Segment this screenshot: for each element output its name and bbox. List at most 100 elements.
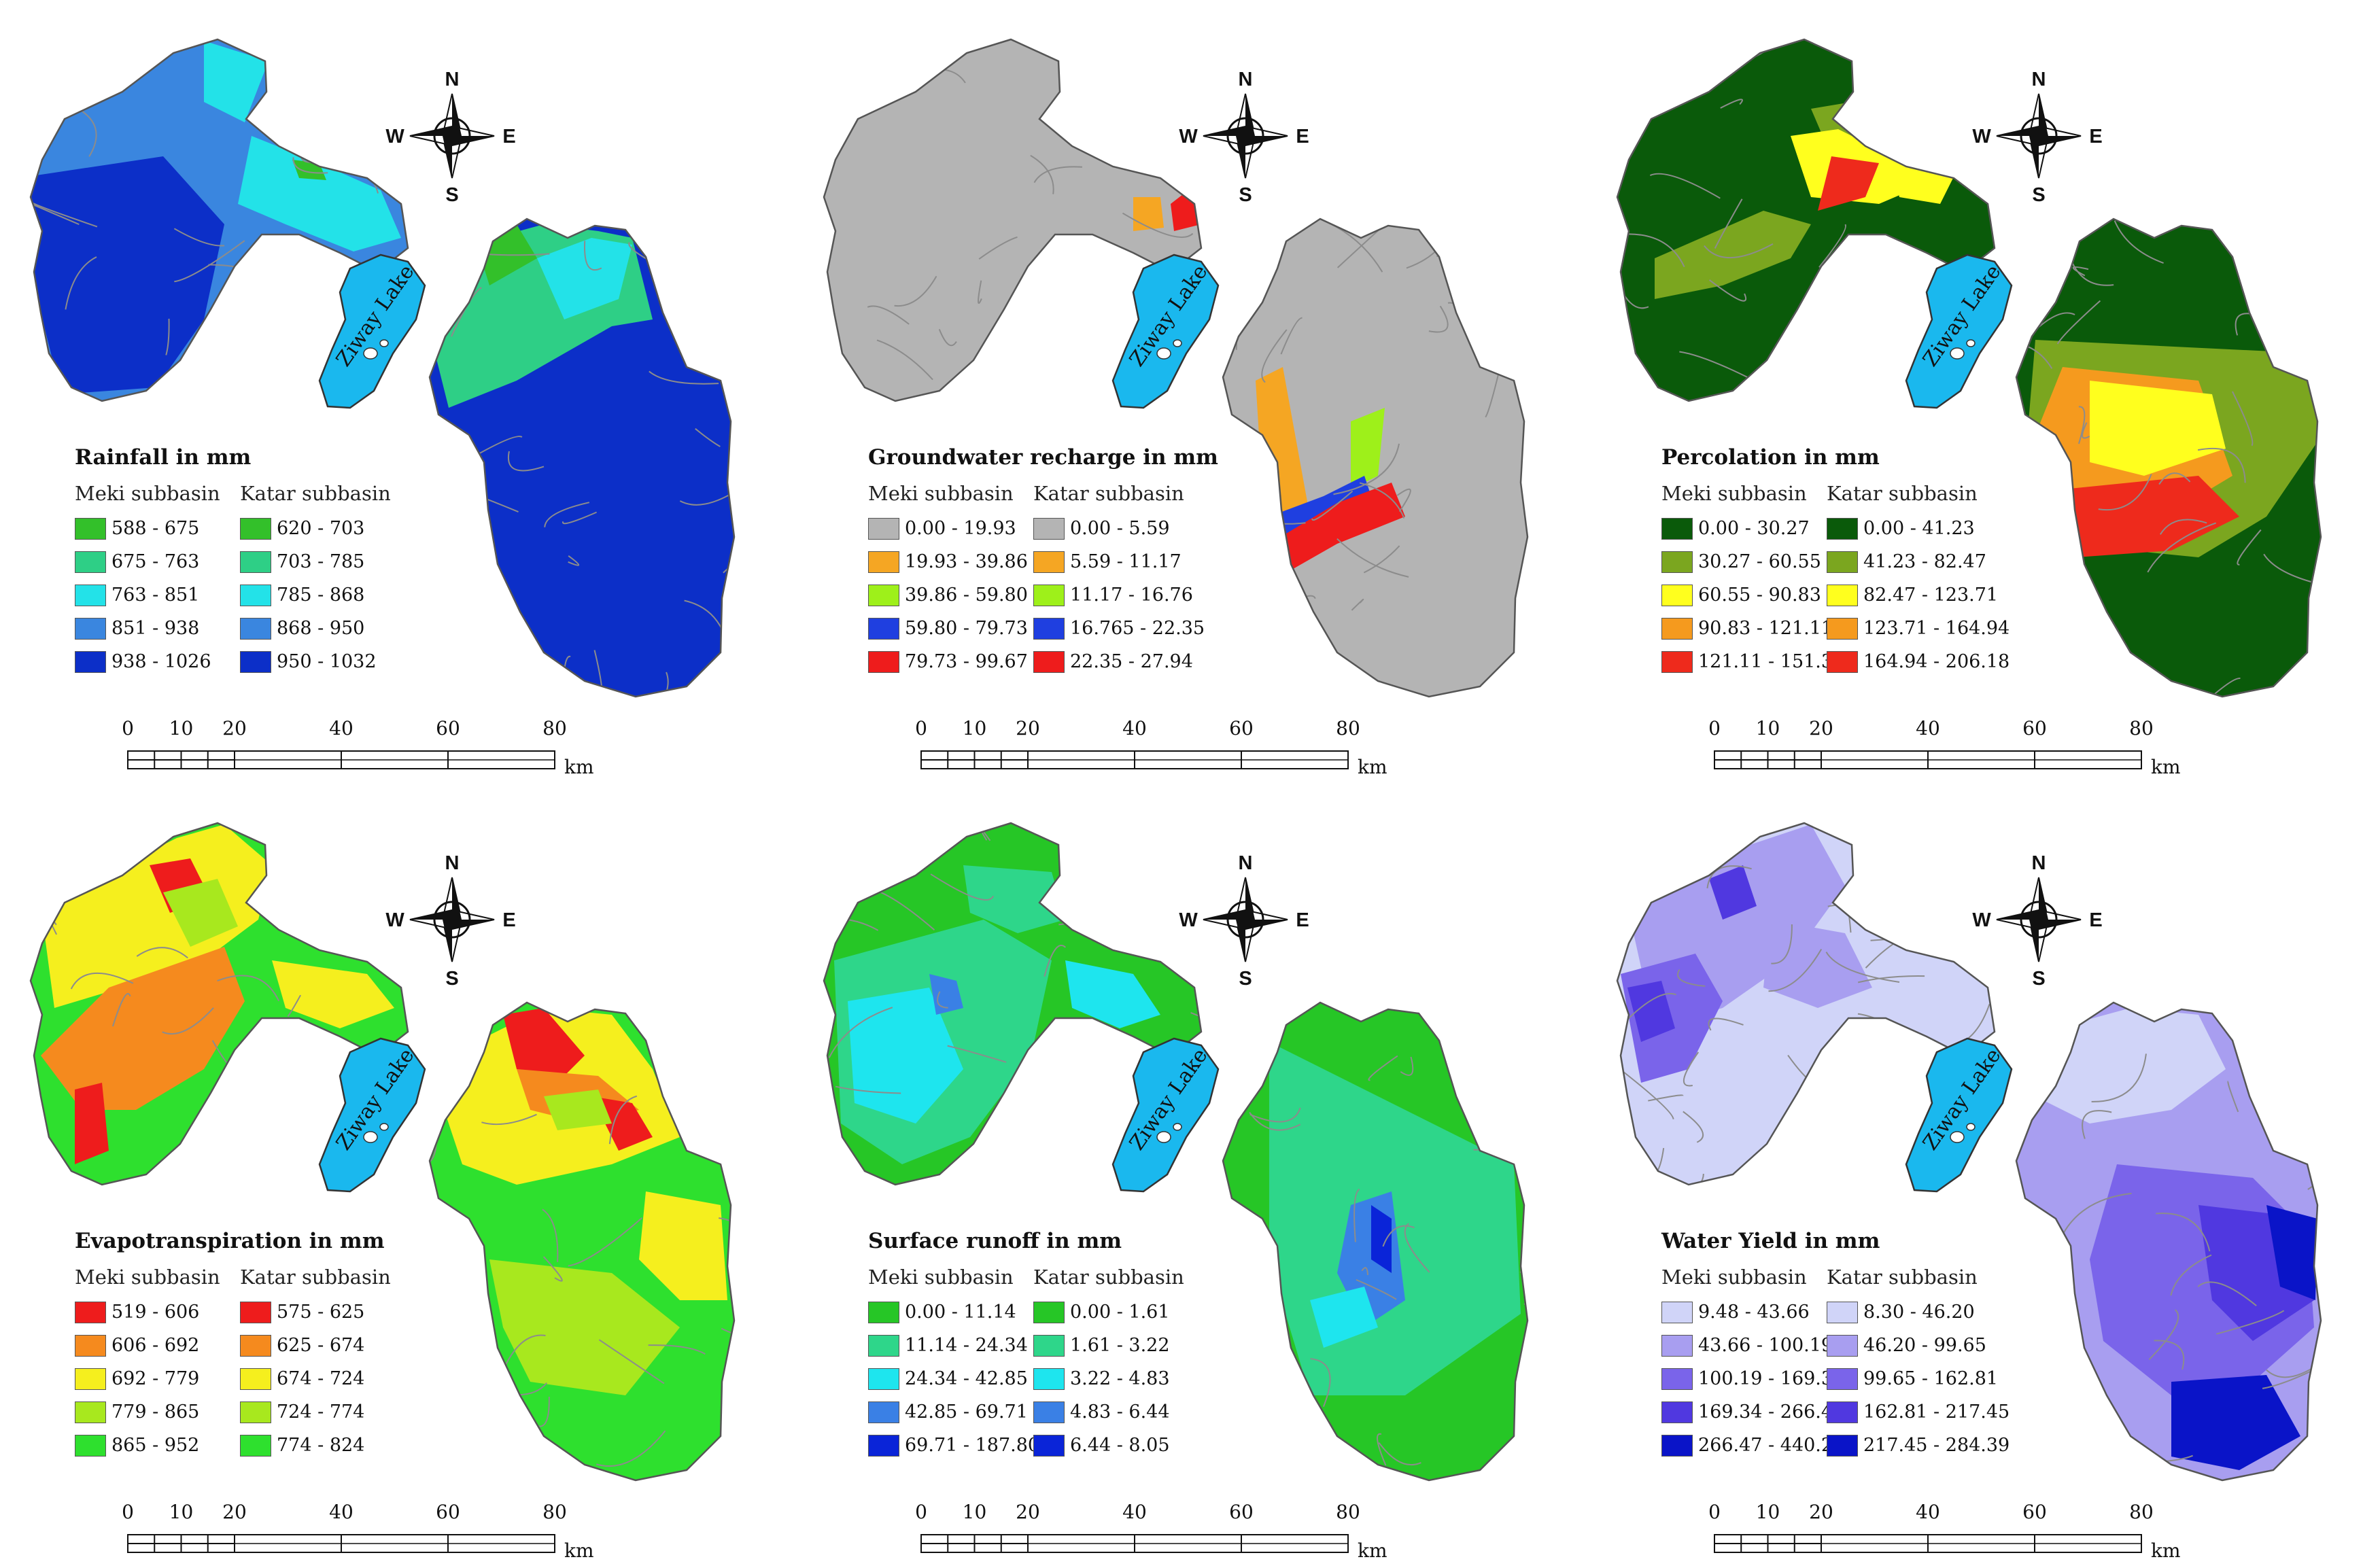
meki-subbasin-map [31, 823, 408, 1185]
map-panel-svg: Ziway Lake N S E W [823, 822, 1529, 1553]
legend-swatch [868, 1334, 899, 1357]
compass-north-label: N [445, 852, 460, 874]
legend-label: 11.17 - 16.76 [1070, 585, 1193, 606]
north-arrow-compass-icon: N S E W [1972, 69, 2102, 206]
compass-south-label: S [1239, 968, 1252, 990]
legend-item: 724 - 774 [240, 1395, 393, 1429]
legend-item: 162.81 - 217.45 [1827, 1395, 2010, 1429]
legend-swatch [1827, 551, 1858, 573]
legend-swatch [1661, 650, 1693, 673]
scale-tick-label: 80 [542, 717, 567, 739]
legend: Percolation in mm Meki subbasin 0.00 - 30.… [1661, 445, 2042, 678]
legend-item: 90.83 - 121.11 [1661, 612, 1833, 645]
scale-tick-label: 10 [962, 717, 987, 739]
compass-east-label: E [2089, 126, 2102, 147]
legend-label: 24.34 - 42.85 [905, 1368, 1028, 1389]
legend-label: 4.83 - 6.44 [1070, 1401, 1170, 1423]
scale-bar-ticks: 0 10 20 40 60 80 [1640, 1501, 2156, 1528]
compass-south-label: S [445, 184, 458, 206]
legend-label: 5.59 - 11.17 [1070, 551, 1182, 572]
scale-unit-label: km [2151, 1539, 2181, 1562]
scale-bar-ticks: 0 10 20 40 60 80 [53, 1501, 570, 1528]
legend-item: 5.59 - 11.17 [1033, 545, 1186, 578]
subbasin-zone [2266, 1205, 2317, 1300]
scale-tick-label: 40 [1916, 1501, 1940, 1523]
legend-item: 42.85 - 69.71 [868, 1395, 1028, 1429]
legend-title: Surface runoff in mm [868, 1229, 1122, 1253]
legend-item: 779 - 865 [75, 1395, 228, 1429]
legend-swatch [1827, 1434, 1858, 1457]
legend-item: 0.00 - 30.27 [1661, 512, 1814, 545]
legend-item: 774 - 824 [240, 1429, 393, 1462]
legend-label: 675 - 763 [111, 551, 200, 572]
scale-tick-label: 80 [1336, 1501, 1360, 1523]
compass-east-label: E [1296, 909, 1309, 931]
legend-column-meki: Meki subbasin 0.00 - 19.93 19.93 - 39.86 39… [868, 482, 1028, 678]
legend-item: 60.55 - 90.83 [1661, 578, 1821, 612]
scale-tick-label: 80 [542, 1501, 567, 1523]
legend-swatch [240, 1367, 271, 1390]
legend-item: 30.27 - 60.55 [1661, 545, 1821, 578]
scale-tick-label: 20 [222, 1501, 247, 1523]
legend-item: 11.14 - 24.34 [868, 1329, 1028, 1362]
map-panel: Ziway Lake N S E W Groundwater recharge in mm… [793, 0, 1587, 784]
legend-column-header: Katar subbasin [240, 1266, 391, 1289]
legend-label: 43.66 - 100.19 [1698, 1335, 1833, 1356]
legend-item: 164.94 - 206.18 [1827, 645, 2010, 678]
legend-column-header: Katar subbasin [1033, 482, 1184, 505]
scale-tick-label: 0 [122, 717, 134, 739]
subbasin-zone [2171, 1375, 2300, 1470]
legend: Groundwater recharge in mm Meki subbasin 0… [868, 445, 1249, 678]
compass-west-label: W [1972, 126, 1991, 147]
subbasin-zone [503, 1008, 585, 1083]
scale-tick-label: 40 [1916, 717, 1940, 739]
subbasin-zone [1371, 1205, 1392, 1273]
scale-tick-label: 20 [1809, 1501, 1833, 1523]
scale-bar [1714, 1534, 2142, 1553]
subbasin-zone [1818, 156, 1879, 211]
ziway-lake: Ziway Lake [318, 1037, 426, 1193]
legend-swatch [1661, 617, 1693, 640]
legend-swatch [1827, 517, 1858, 540]
legend-item: 4.83 - 6.44 [1033, 1395, 1186, 1429]
legend-title: Percolation in mm [1661, 445, 1880, 470]
legend-item: 950 - 1032 [240, 645, 393, 678]
legend-column-header: Meki subbasin [1661, 482, 1807, 505]
legend-item: 82.47 - 123.71 [1827, 578, 1998, 612]
subbasin-zone [1709, 865, 1757, 920]
compass-north-label: N [1239, 69, 1253, 90]
meki-subbasin-map [1617, 823, 1995, 1185]
scale-tick-label: 80 [2129, 717, 2154, 739]
legend-label: 59.80 - 79.73 [905, 618, 1028, 639]
legend-label: 865 - 952 [111, 1435, 200, 1456]
map-panel-svg: Ziway Lake N S E W [823, 38, 1529, 769]
subbasin-zone [1310, 1287, 1378, 1348]
legend-label: 785 - 868 [277, 585, 365, 606]
north-arrow-compass-icon: N S E W [1179, 69, 1309, 206]
legend-label: 69.71 - 187.80 [905, 1435, 1040, 1456]
subbasin-zone [1351, 408, 1385, 489]
north-arrow-compass-icon: N S E W [385, 852, 515, 990]
legend-label: 3.22 - 4.83 [1070, 1368, 1170, 1389]
legend-label: 9.48 - 43.66 [1698, 1302, 1810, 1323]
subbasin-zone [1627, 981, 1675, 1042]
legend-swatch [75, 1401, 106, 1423]
scale-bar-ticks: 0 10 20 40 60 80 [53, 717, 570, 744]
scale-bar-ticks: 0 10 20 40 60 80 [1640, 717, 2156, 744]
legend-label: 851 - 938 [111, 618, 200, 639]
legend-swatch [868, 617, 899, 640]
legend-item: 99.65 - 162.81 [1827, 1362, 1998, 1395]
katar-subbasin-map [430, 219, 734, 697]
legend-item: 100.19 - 169.34 [1661, 1362, 1844, 1395]
scale-tick-label: 40 [1122, 1501, 1147, 1523]
north-arrow-compass-icon: N S E W [385, 69, 515, 206]
legend-label: 674 - 724 [277, 1368, 365, 1389]
legend-column-header: Meki subbasin [868, 482, 1014, 505]
map-panel: Ziway Lake N S E W Percolation in mm Meki subb… [1587, 0, 2380, 784]
map-panel-svg: Ziway Lake N S E W [1616, 822, 2322, 1553]
legend-swatch [1827, 650, 1858, 673]
scale-bar [127, 750, 555, 769]
legend-title: Groundwater recharge in mm [868, 445, 1218, 470]
legend-column-katar: Katar subbasin 8.30 - 46.20 46.20 - 99.65 9… [1827, 1266, 2010, 1462]
legend-item: 0.00 - 19.93 [868, 512, 1021, 545]
